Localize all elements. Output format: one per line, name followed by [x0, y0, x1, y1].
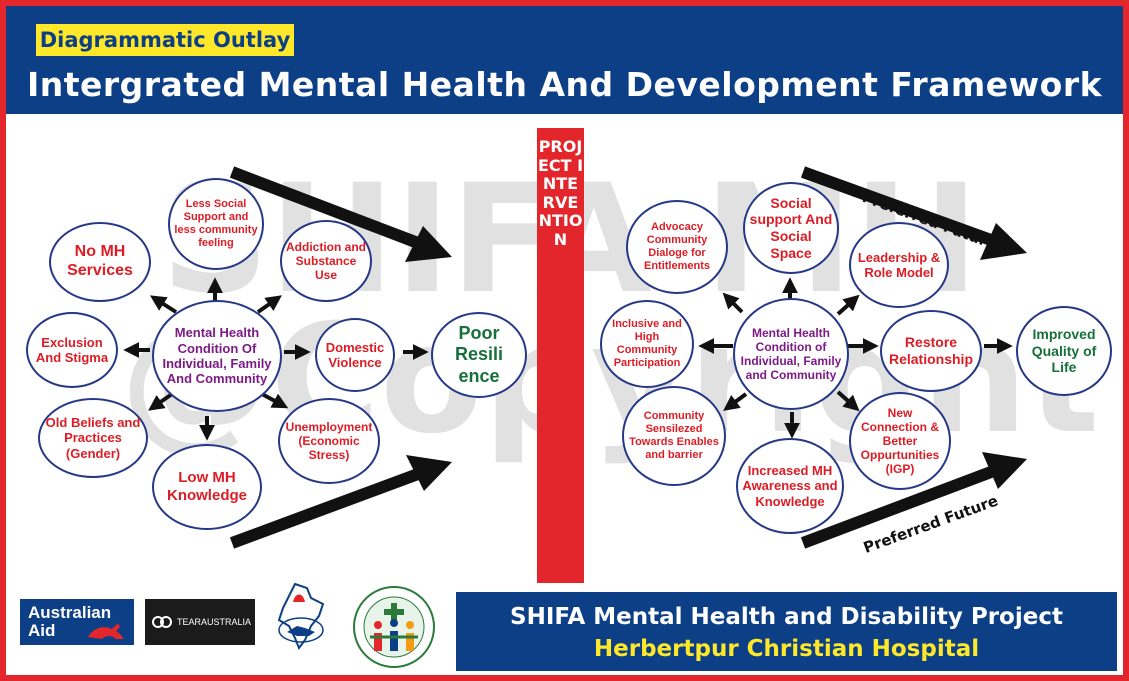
node-community-sensitized: Community Sensilezed Towards Enables and… [622, 386, 726, 486]
tear-australia-logo: TEARAUSTRALIA [145, 599, 255, 645]
australian-aid-logo: Australian Aid [20, 599, 134, 645]
big-arrow-right-bottom [800, 452, 1027, 549]
left-center-node: Mental Health Condition Of Individual, F… [152, 300, 282, 412]
node-exclusion-stigma: Exclusion And Stigma [26, 312, 118, 388]
node-unemployment: Unemployment (Economic Stress) [278, 398, 380, 484]
node-social-support: Social support And Social Space [743, 182, 839, 274]
india-map-handshake-logo [277, 582, 325, 651]
page-title: Intergrated Mental Health And Developmen… [26, 65, 1103, 104]
australian-aid-text: Australian Aid [28, 603, 112, 640]
footer-banner: SHIFA Mental Health and Disability Proje… [456, 592, 1117, 671]
right-outcome-improved-quality: Improved Quality of Life [1016, 306, 1112, 396]
node-advocacy: Advocacy Community Dialoge for Entitleme… [626, 200, 728, 294]
node-increased-awareness: Increased MH Awareness and Knowledge [736, 438, 844, 534]
herbertpur-hospital-logo [353, 586, 435, 668]
tear-knot-icon [152, 616, 172, 628]
tear-australia-text: TEARAUSTRALIA [177, 617, 252, 627]
node-domestic-violence: Domestic Violence [315, 318, 395, 392]
node-addiction: Addiction and Substance Use [280, 220, 372, 302]
right-center-node: Mental Health Condition of Individual, F… [733, 298, 849, 410]
node-restore-relationship: Restore Relationship [880, 310, 982, 392]
big-arrow-right-top [800, 166, 1027, 260]
node-less-social-support: Less Social Support and less community f… [168, 178, 264, 270]
big-arrow-left-top [229, 166, 452, 262]
footer-project-name: SHIFA Mental Health and Disability Proje… [510, 604, 1063, 630]
left-outcome-poor-resilience: Poor Resili ence [431, 312, 527, 398]
big-arrow-left-bottom [229, 455, 452, 549]
node-new-connection: New Connection & Better Oppurtunities (I… [849, 392, 951, 490]
project-intervention-label: PROJECT INTERVENTION [537, 137, 584, 249]
node-low-mh-knowledge: Low MH Knowledge [152, 444, 262, 530]
header-tag: Diagrammatic Outlay [34, 22, 296, 58]
node-old-beliefs: Old Beliefs and Practices (Gender) [38, 398, 148, 478]
node-inclusive-participation: Inclusive and High Community Participati… [600, 300, 694, 388]
left-spoke-arrows [123, 277, 429, 441]
node-no-mh-services: No MH Services [49, 222, 151, 302]
project-intervention-bar: PROJECT INTERVENTION [537, 128, 584, 583]
footer-hospital-name: Herbertpur Christian Hospital [593, 636, 980, 662]
kangaroo-icon [88, 623, 124, 639]
node-leadership: Leadership & Role Model [849, 222, 949, 308]
